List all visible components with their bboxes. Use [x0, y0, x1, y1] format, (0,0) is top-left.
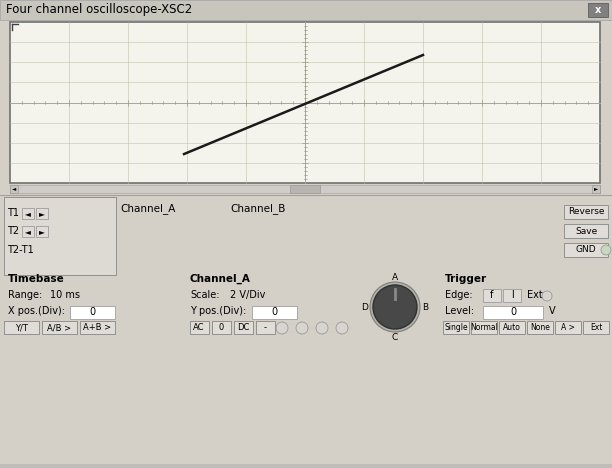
Text: 0: 0 — [218, 323, 223, 332]
Bar — [190, 321, 209, 334]
Circle shape — [276, 322, 288, 334]
Bar — [4, 197, 116, 275]
Text: Edge:: Edge: — [445, 290, 472, 300]
Text: T2-T1: T2-T1 — [7, 245, 34, 255]
Text: Trigger: Trigger — [445, 274, 487, 284]
Text: 2 V/Div: 2 V/Div — [230, 290, 266, 300]
Bar — [0, 0, 612, 20]
Text: Normal: Normal — [470, 323, 498, 332]
Bar — [36, 208, 48, 219]
Text: C: C — [392, 332, 398, 342]
Bar — [588, 3, 608, 17]
Text: 10 ms: 10 ms — [50, 290, 80, 300]
Bar — [290, 185, 320, 193]
Text: A/B >: A/B > — [47, 323, 71, 332]
Text: A: A — [392, 272, 398, 281]
Bar — [527, 321, 553, 334]
Bar — [256, 321, 275, 334]
Circle shape — [296, 322, 308, 334]
Bar — [443, 321, 469, 334]
Text: Save: Save — [575, 227, 597, 235]
Text: Range:: Range: — [8, 290, 42, 300]
Bar — [234, 321, 253, 334]
Bar — [22, 226, 34, 237]
Bar — [555, 321, 581, 334]
Bar — [10, 22, 600, 183]
Text: A >: A > — [561, 323, 575, 332]
Text: T1: T1 — [7, 208, 19, 218]
Bar — [564, 224, 608, 238]
Text: Channel_A: Channel_A — [190, 274, 251, 284]
Bar — [503, 289, 521, 302]
Text: Level:: Level: — [445, 306, 474, 316]
Text: Scale:: Scale: — [190, 290, 220, 300]
Bar — [483, 306, 543, 319]
Bar — [564, 243, 608, 257]
Text: ◄: ◄ — [25, 209, 31, 218]
Text: V: V — [549, 306, 556, 316]
Bar — [483, 289, 501, 302]
Bar — [592, 185, 600, 193]
Text: 0: 0 — [510, 307, 516, 317]
Text: Channel_A: Channel_A — [120, 204, 176, 214]
Circle shape — [316, 322, 328, 334]
Text: x: x — [595, 5, 601, 15]
Text: Y pos.(Div):: Y pos.(Div): — [190, 306, 246, 316]
Bar — [36, 226, 48, 237]
Bar — [10, 185, 600, 193]
Text: 0: 0 — [89, 307, 95, 317]
Text: ►: ► — [594, 187, 598, 191]
Text: DC: DC — [237, 323, 249, 332]
Text: ►: ► — [39, 209, 45, 218]
Text: Auto: Auto — [503, 323, 521, 332]
Bar — [70, 306, 115, 319]
Bar — [212, 321, 231, 334]
Bar — [564, 205, 608, 219]
Text: 0: 0 — [271, 307, 277, 317]
Text: Four channel oscilloscope-XSC2: Four channel oscilloscope-XSC2 — [6, 3, 192, 16]
Text: ►: ► — [39, 227, 45, 236]
Text: AC: AC — [193, 323, 205, 332]
Text: Reverse: Reverse — [568, 207, 604, 217]
Text: GND: GND — [576, 246, 596, 255]
Bar — [80, 321, 115, 334]
Text: X pos.(Div):: X pos.(Div): — [8, 306, 65, 316]
Text: Single: Single — [444, 323, 468, 332]
Text: B: B — [422, 302, 428, 312]
Bar — [10, 185, 18, 193]
Circle shape — [370, 282, 420, 332]
Text: -: - — [264, 323, 266, 332]
Bar — [583, 321, 609, 334]
Text: Ext: Ext — [590, 323, 602, 332]
Text: A+B >: A+B > — [83, 323, 111, 332]
Text: Timebase: Timebase — [8, 274, 65, 284]
Circle shape — [601, 245, 611, 255]
Bar — [4, 321, 39, 334]
Text: f: f — [490, 291, 494, 300]
Bar — [0, 464, 612, 468]
Text: ◄: ◄ — [25, 227, 31, 236]
Bar — [252, 306, 297, 319]
Circle shape — [373, 285, 417, 329]
Circle shape — [336, 322, 348, 334]
Bar — [471, 321, 497, 334]
Text: Ext: Ext — [527, 290, 543, 300]
Bar — [42, 321, 77, 334]
Bar — [22, 208, 34, 219]
Text: D: D — [362, 302, 368, 312]
Text: Y/T: Y/T — [15, 323, 28, 332]
Bar — [499, 321, 525, 334]
Text: None: None — [530, 323, 550, 332]
Text: l: l — [510, 291, 513, 300]
Text: Channel_B: Channel_B — [230, 204, 285, 214]
Bar — [0, 195, 612, 468]
Circle shape — [542, 291, 552, 301]
Text: ◄: ◄ — [12, 187, 16, 191]
Text: T2: T2 — [7, 226, 19, 236]
